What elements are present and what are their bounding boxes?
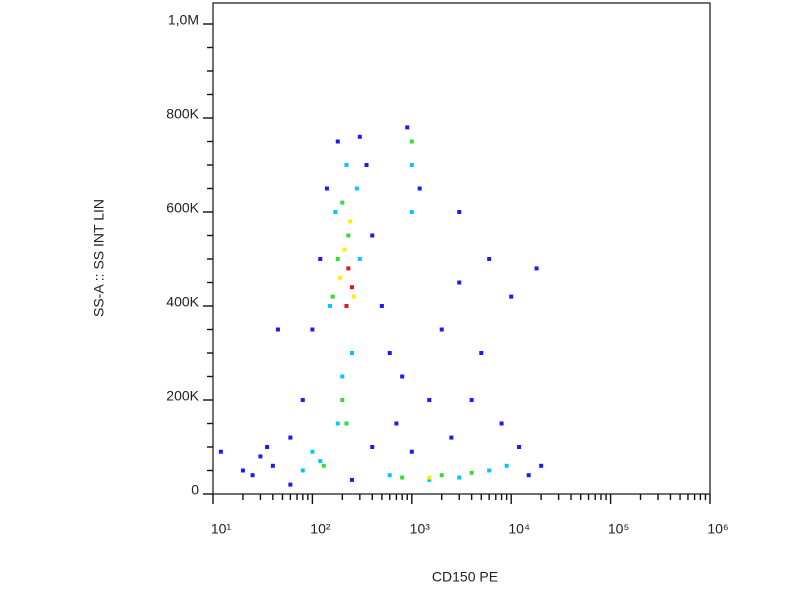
point — [335, 257, 340, 261]
point — [270, 463, 275, 468]
point — [534, 266, 539, 271]
point — [300, 398, 305, 402]
point — [357, 257, 362, 261]
point — [321, 463, 326, 468]
point — [394, 421, 399, 426]
point — [409, 163, 414, 167]
x-tick-label: 10¹ — [211, 521, 232, 537]
point — [499, 421, 504, 426]
point — [539, 463, 544, 468]
point — [469, 398, 474, 402]
point — [330, 294, 335, 299]
y-axis-label: SS-A :: SS INT LIN — [91, 199, 107, 317]
point — [348, 219, 353, 224]
point — [218, 449, 223, 454]
point — [504, 463, 509, 468]
point — [351, 294, 356, 299]
point — [364, 163, 369, 167]
point — [469, 470, 474, 475]
x-tick-label: 10⁵ — [608, 521, 629, 537]
point — [457, 280, 462, 285]
point — [526, 473, 531, 478]
point — [427, 477, 432, 482]
point — [387, 351, 392, 355]
point — [400, 475, 405, 480]
point — [349, 477, 354, 482]
point — [357, 134, 362, 139]
point — [400, 374, 405, 379]
point — [370, 445, 375, 449]
point — [379, 304, 384, 308]
x-axis-label: CD150 PE — [432, 569, 498, 585]
point — [335, 139, 340, 144]
point — [344, 163, 349, 167]
point — [370, 233, 375, 238]
point — [327, 304, 332, 308]
point — [346, 233, 351, 238]
point — [310, 449, 315, 454]
point — [487, 257, 492, 261]
point — [354, 186, 359, 191]
point — [342, 247, 347, 252]
point — [265, 445, 270, 449]
point — [340, 374, 345, 379]
y-tick-label: 200K — [166, 388, 199, 404]
point — [439, 473, 444, 478]
point — [318, 459, 323, 464]
y-tick-label: 400K — [166, 294, 199, 310]
point — [457, 475, 462, 480]
point — [409, 449, 414, 454]
x-tick-label: 10² — [310, 521, 331, 537]
point — [449, 435, 454, 440]
point — [427, 398, 432, 402]
point — [338, 275, 343, 280]
point — [240, 468, 245, 473]
point — [324, 186, 329, 191]
point — [487, 468, 492, 473]
point — [517, 445, 522, 449]
point — [318, 257, 323, 261]
point — [258, 454, 263, 459]
point — [409, 139, 414, 144]
point — [349, 351, 354, 355]
point — [250, 473, 255, 478]
point — [344, 421, 349, 426]
x-tick-label: 10⁶ — [707, 521, 728, 537]
point — [288, 435, 293, 440]
point — [409, 210, 414, 214]
point — [340, 200, 345, 205]
point — [457, 210, 462, 214]
point — [439, 327, 444, 332]
point — [387, 473, 392, 478]
point — [427, 475, 432, 480]
y-tick-label: 1,0M — [168, 12, 199, 28]
x-tick-label: 10³ — [410, 521, 431, 537]
point — [349, 285, 354, 290]
point — [333, 210, 338, 214]
y-tick-label: 600K — [166, 200, 199, 216]
point — [335, 421, 340, 426]
point — [509, 294, 514, 299]
point — [288, 482, 293, 487]
point — [417, 186, 422, 191]
point — [405, 125, 410, 130]
point — [479, 351, 484, 355]
point — [346, 266, 351, 271]
y-tick-label: 800K — [166, 106, 199, 122]
point — [340, 398, 345, 402]
plot-frame — [212, 2, 711, 495]
point — [300, 468, 305, 473]
x-tick-label: 10⁴ — [508, 521, 530, 537]
point — [275, 327, 280, 332]
point — [310, 327, 315, 332]
point — [344, 304, 349, 308]
y-tick-label: 0 — [191, 482, 199, 498]
